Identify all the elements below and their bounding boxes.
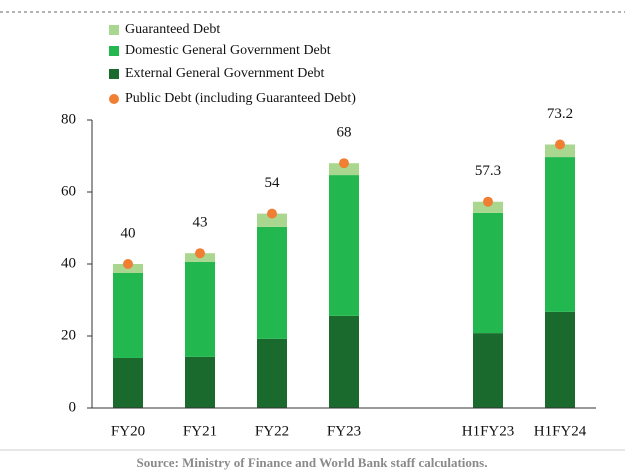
bar-segment xyxy=(545,144,575,158)
data-label: 73.2 xyxy=(547,106,573,122)
dot xyxy=(483,196,493,207)
bar-segment xyxy=(329,163,359,176)
bar-segment xyxy=(329,315,359,408)
data-label: 57.3 xyxy=(475,163,501,179)
legend-label: Public Debt (including Guaranteed Debt) xyxy=(125,91,356,106)
bar-segment xyxy=(185,356,215,408)
bar-segment xyxy=(185,261,215,357)
x-tick-label: H1FY23 xyxy=(462,423,515,439)
bar-segment xyxy=(473,212,503,334)
legend-marker xyxy=(109,94,119,104)
bar-segment xyxy=(329,175,359,316)
data-label: 40 xyxy=(121,225,136,241)
bar-segment xyxy=(257,338,287,408)
bar-segment xyxy=(545,157,575,312)
bar-segment xyxy=(545,311,575,408)
y-tick-label: 80 xyxy=(61,111,76,127)
legend-marker xyxy=(109,25,119,35)
y-tick-label: 60 xyxy=(61,183,76,199)
x-tick-label: FY20 xyxy=(111,423,145,439)
bar-segment xyxy=(257,226,287,339)
dot xyxy=(339,158,349,169)
bar-segment xyxy=(473,333,503,408)
y-tick-label: 40 xyxy=(61,255,76,271)
x-tick-label: FY21 xyxy=(183,423,217,439)
bar-segment xyxy=(113,357,143,408)
legend-label: Guaranteed Debt xyxy=(125,22,220,37)
bar-segment xyxy=(473,201,503,213)
legend-label: External General Government Debt xyxy=(125,66,325,81)
x-tick-label: FY23 xyxy=(327,423,361,439)
dot xyxy=(195,248,205,259)
x-tick-label: FY22 xyxy=(255,423,289,439)
x-tick-label: H1FY24 xyxy=(534,423,587,439)
y-tick-label: 0 xyxy=(69,399,77,415)
dot xyxy=(267,208,277,219)
data-label: 43 xyxy=(193,215,208,231)
bar-segment xyxy=(257,213,287,227)
source-note: Source: Ministry of Finance and World Ba… xyxy=(137,455,488,470)
dot xyxy=(555,139,565,150)
legend-marker xyxy=(109,46,119,56)
y-tick-label: 20 xyxy=(61,327,76,343)
bar-segment xyxy=(113,273,143,358)
legend-marker xyxy=(109,69,119,79)
data-label: 54 xyxy=(265,175,281,191)
legend-label: Domestic General Government Debt xyxy=(125,43,331,58)
data-label: 68 xyxy=(337,125,352,141)
dot xyxy=(123,259,133,269)
